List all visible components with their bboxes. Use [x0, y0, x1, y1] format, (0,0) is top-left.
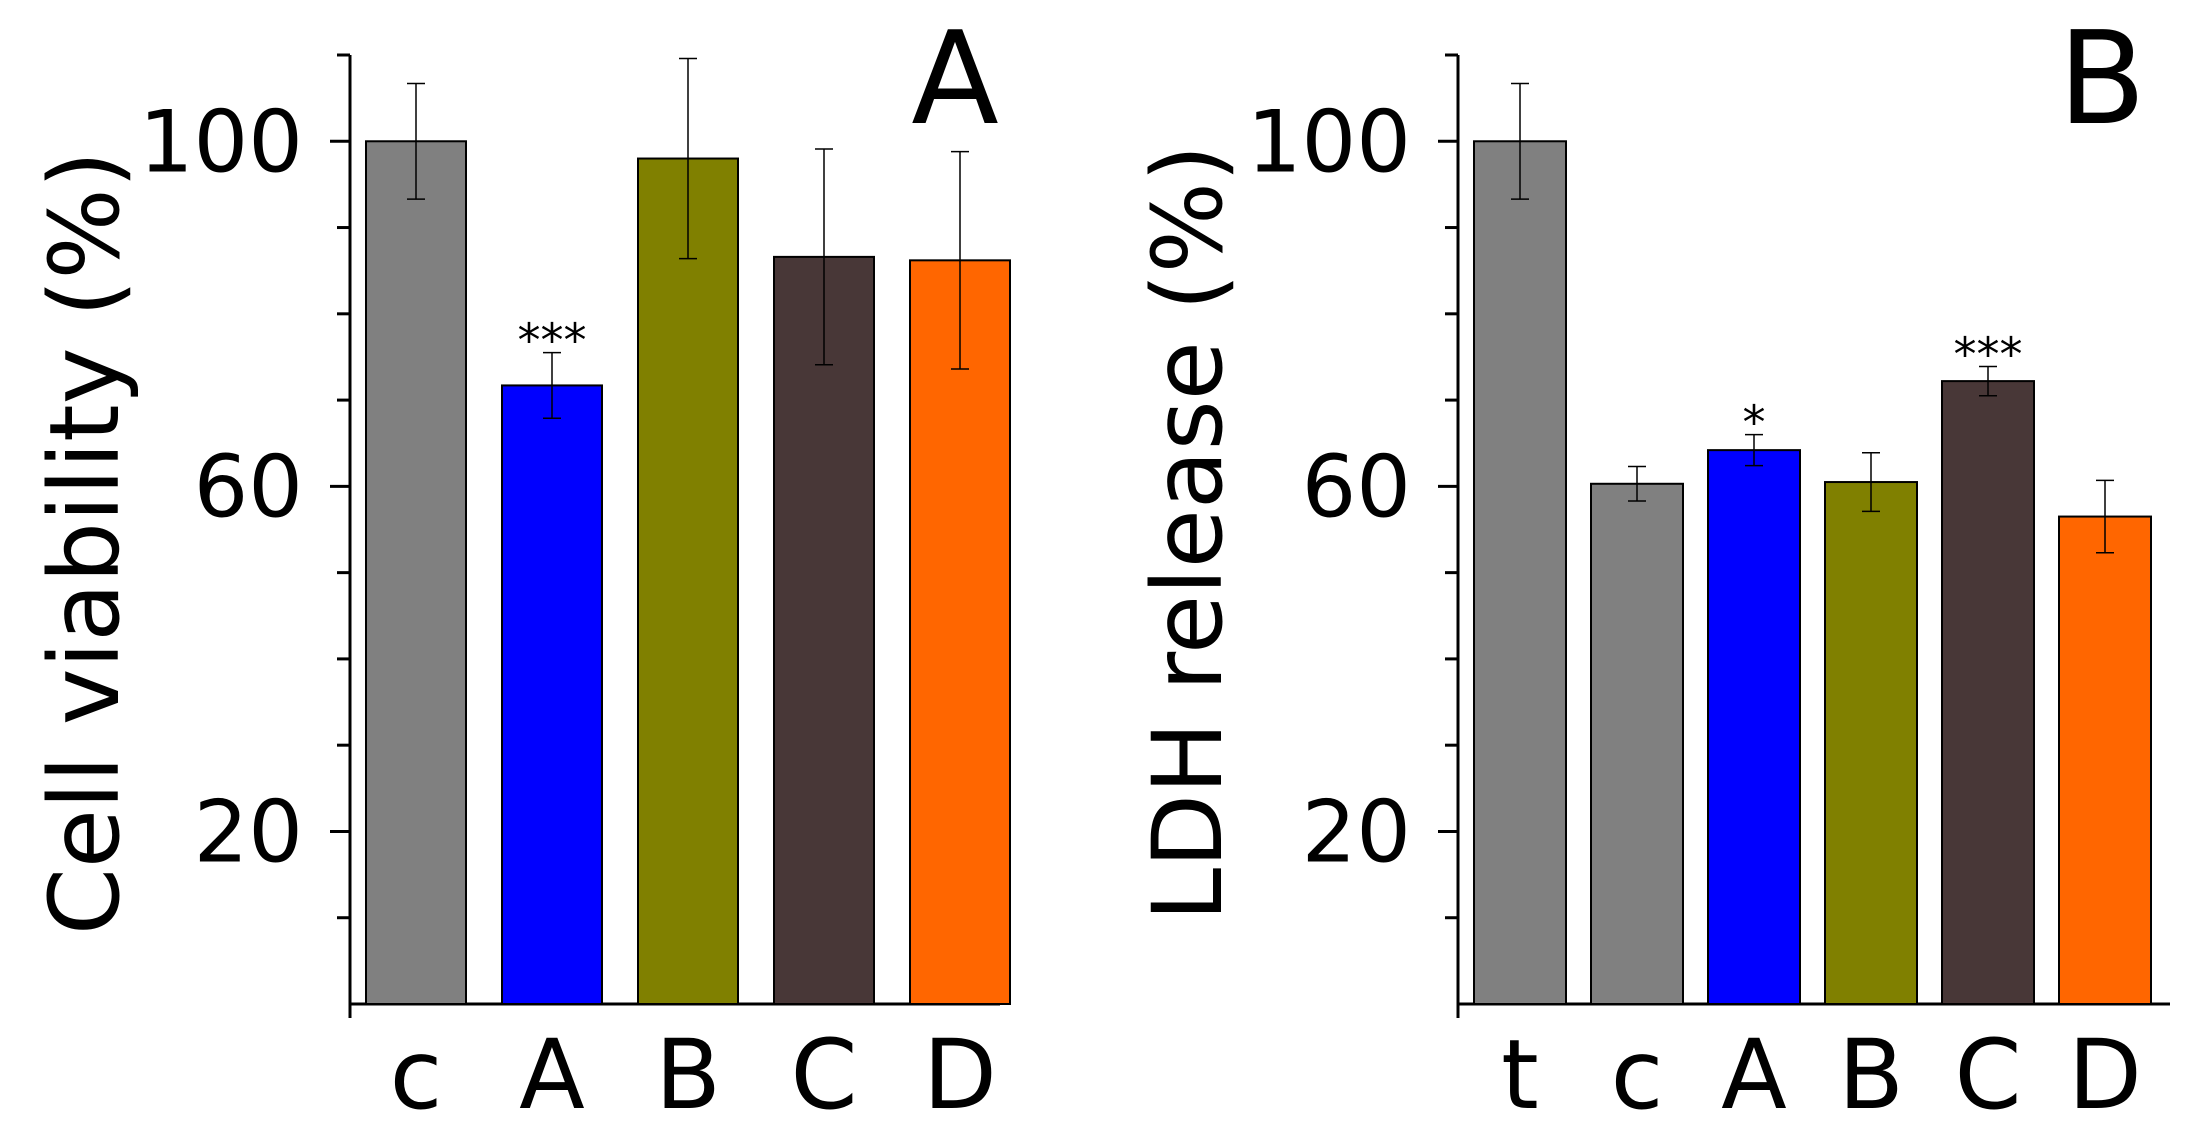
y-tick-label: 100 [139, 92, 303, 192]
panel-letter: B [2058, 5, 2146, 154]
x-tick-label: c [1611, 1019, 1664, 1131]
y-tick-label: 100 [1247, 92, 1411, 192]
bar [501, 384, 603, 1005]
x-tick-label: B [655, 1019, 721, 1131]
significance-label: * [1743, 396, 1766, 450]
panel-letter: A [911, 5, 999, 154]
x-tick-label: t [1501, 1019, 1539, 1131]
x-tick-label: A [519, 1019, 585, 1131]
bar [773, 255, 875, 1005]
y-tick-label: 20 [1302, 782, 1411, 882]
y-axis-title: LDH release (%) [1132, 145, 1244, 922]
significance-label: *** [518, 314, 587, 368]
bar [1824, 481, 1918, 1005]
bar [365, 140, 467, 1006]
x-tick-label: C [790, 1019, 857, 1131]
x-tick-label: D [2068, 1019, 2142, 1131]
bar [909, 259, 1011, 1005]
bar [2058, 515, 2152, 1005]
x-tick-label: D [923, 1019, 997, 1131]
y-axis-title: Cell viability (%) [29, 151, 141, 935]
x-tick-label: B [1838, 1019, 1904, 1131]
x-tick-label: c [390, 1019, 443, 1131]
plot-area: 20 60 100 c A *** B C D [139, 53, 1011, 1131]
y-tick-label: 60 [1302, 437, 1411, 537]
bar [1590, 482, 1684, 1005]
bar [637, 157, 739, 1005]
bar [1941, 380, 2035, 1005]
bar [1707, 449, 1801, 1005]
plot-area: 20 60 100 t c A * B C *** D [1247, 53, 2170, 1131]
significance-label: *** [1954, 327, 2023, 381]
x-tick-label: A [1721, 1019, 1787, 1131]
y-tick-label: 20 [194, 782, 303, 882]
y-tick-label: 60 [194, 437, 303, 537]
bar [1473, 140, 1567, 1006]
x-tick-label: C [1954, 1019, 2021, 1131]
